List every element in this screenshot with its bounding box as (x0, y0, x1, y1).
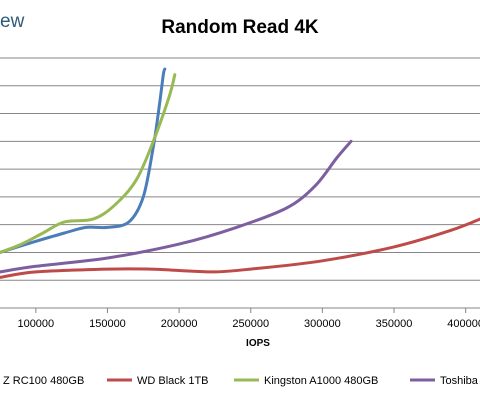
series-line-1 (0, 217, 480, 279)
x-tick-label: 400000 (447, 318, 480, 330)
x-axis-label: IOPS (246, 338, 270, 349)
x-tick-label: 350000 (376, 318, 413, 330)
series-line-3 (0, 139, 353, 274)
site-logo-fragment: ew (0, 11, 25, 32)
legend-label-1: WD Black 1TB (137, 375, 209, 387)
legend-label-0: Z RC100 480GB (3, 375, 84, 387)
legend-label-2: Kingston A1000 480GB (264, 375, 378, 387)
series-line-2 (0, 73, 177, 254)
x-tick-label: 200000 (161, 318, 198, 330)
x-tick-label: 300000 (304, 318, 341, 330)
series-lines (0, 67, 480, 279)
gridlines (0, 57, 480, 281)
series-line-0 (0, 67, 167, 254)
chart-title: Random Read 4K (161, 17, 319, 38)
legend-label-3: Toshiba (440, 375, 479, 387)
x-tick-labels: 100000 150000 200000 250000 300000 350000 4000… (17, 308, 480, 330)
legend: Z RC100 480GB WD Black 1TB Kingston A1000 … (3, 375, 479, 387)
x-tick-label: 250000 (232, 318, 269, 330)
x-tick-label: 100000 (17, 318, 54, 330)
x-tick-label: 150000 (89, 318, 126, 330)
